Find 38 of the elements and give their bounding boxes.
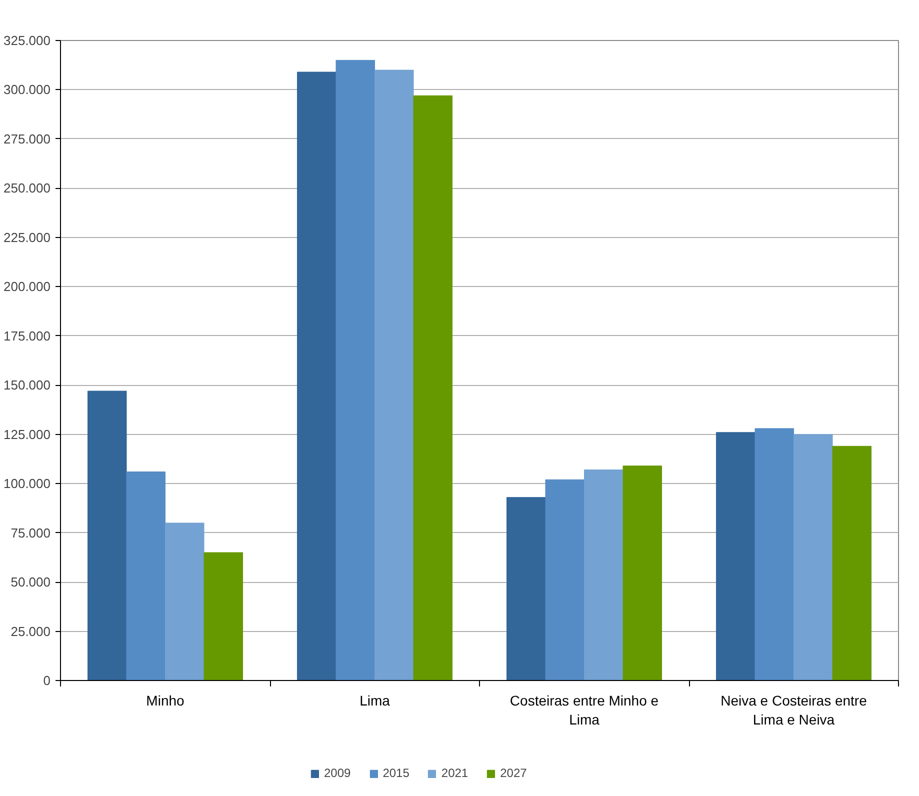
x-tick-label: Costeiras entre Minho e Lima: [510, 692, 659, 728]
bar: [754, 428, 794, 680]
x-tick-label: Minho: [146, 692, 185, 708]
y-tick-label: 150.000: [4, 378, 51, 393]
bar: [126, 472, 166, 680]
y-tick-label: 250.000: [4, 180, 51, 196]
legend-label: 2021: [441, 766, 468, 780]
y-tick-label: 0: [43, 673, 51, 688]
y-tick-label: 200.000: [4, 279, 51, 294]
y-tick-label: 325.000: [4, 33, 51, 48]
bar: [545, 479, 584, 680]
y-tick-label: 300.000: [4, 82, 51, 98]
y-tick-label: 100.000: [4, 476, 51, 492]
bar: [87, 390, 127, 680]
x-tick-label: Neiva e Costeiras entre Lima e Neiva: [720, 692, 868, 728]
x-tick-label: Lima: [360, 692, 390, 708]
bar: [204, 552, 244, 680]
legend-label: 2015: [382, 766, 410, 780]
bar: [584, 470, 624, 680]
bar: [506, 497, 546, 680]
bar: [622, 466, 662, 680]
bar: [374, 70, 414, 680]
y-tick-label: 25.000: [10, 624, 51, 639]
bar: [296, 72, 336, 680]
bar: [336, 60, 375, 680]
legend-label: 2009: [324, 766, 351, 780]
y-tick-label: 175.000: [4, 328, 51, 344]
y-tick-label: 50.000: [10, 574, 51, 590]
y-tick-label: 75.000: [10, 525, 51, 540]
y-tick-label: 125.000: [4, 426, 51, 442]
bar: [716, 432, 756, 680]
legend-label: 2027: [500, 766, 527, 780]
bar: [413, 95, 453, 680]
bar: [165, 522, 204, 680]
y-tick-label: 275.000: [4, 131, 51, 146]
y-tick-label: 225.000: [4, 230, 51, 245]
bar: [794, 434, 833, 680]
bar: [832, 446, 872, 680]
